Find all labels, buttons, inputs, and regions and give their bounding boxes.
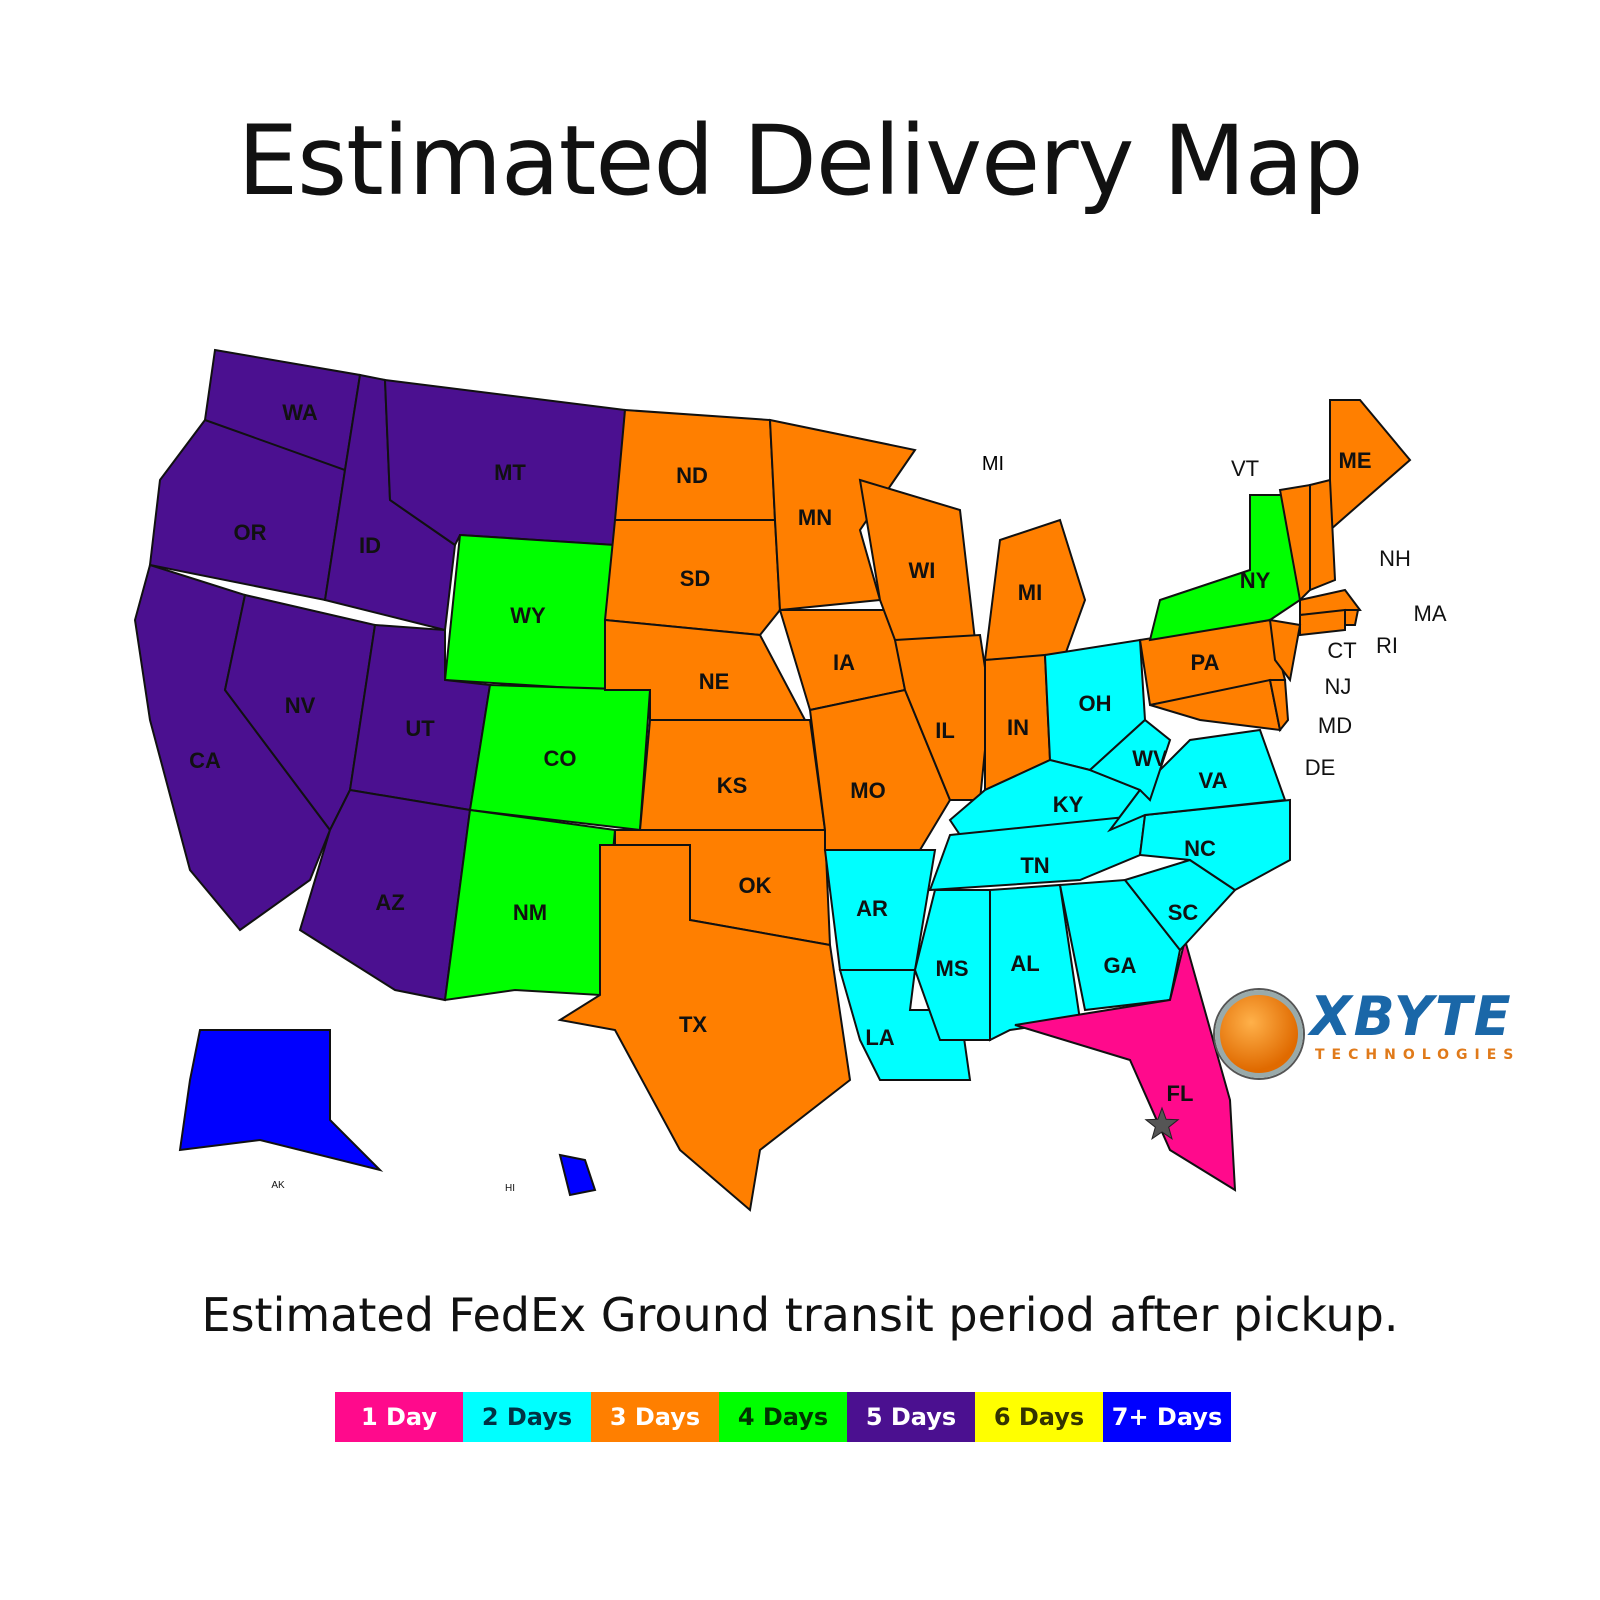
state-label-al: AL bbox=[1010, 951, 1039, 976]
state-mi bbox=[983, 518, 1087, 662]
state-de bbox=[1268, 679, 1290, 733]
state-label-ok: OK bbox=[739, 873, 772, 898]
logo-brand: XBYTE bbox=[1310, 985, 1513, 1048]
state-label-mi: MI bbox=[1018, 580, 1042, 605]
state-ms bbox=[913, 889, 991, 1041]
state-label-ia: IA bbox=[833, 650, 855, 675]
state-label-il: IL bbox=[935, 718, 955, 743]
state-label-in: IN bbox=[1007, 715, 1029, 740]
state-label-ct: CT bbox=[1327, 638, 1356, 663]
state-label-ne: NE bbox=[699, 669, 730, 694]
state-label-co: CO bbox=[544, 746, 577, 771]
state-label-id: ID bbox=[359, 533, 381, 558]
state-label-ut: UT bbox=[405, 716, 435, 741]
state-ny bbox=[1148, 494, 1302, 642]
state-label-ga: GA bbox=[1104, 953, 1137, 978]
state-label-nd: ND bbox=[676, 463, 708, 488]
xbyte-logo: XBYTE TECHNOLOGIES bbox=[1215, 985, 1555, 1078]
map-caption: Estimated FedEx Ground transit period af… bbox=[201, 1288, 1399, 1342]
legend-item-1: 1 Day bbox=[335, 1392, 463, 1442]
state-label-wv: WV bbox=[1132, 746, 1168, 771]
state-label-fl: FL bbox=[1167, 1081, 1194, 1106]
state-label-sd: SD bbox=[680, 566, 711, 591]
legend-item-6: 6 Days bbox=[975, 1392, 1103, 1442]
state-nm bbox=[443, 808, 617, 1002]
state-ct bbox=[1299, 608, 1346, 637]
state-label-or: OR bbox=[234, 520, 267, 545]
state-tx bbox=[557, 844, 852, 1212]
state-label-wa: WA bbox=[282, 400, 318, 425]
state-label-mt: MT bbox=[494, 460, 526, 485]
state-ak bbox=[178, 1029, 384, 1172]
star-icon bbox=[1144, 1106, 1180, 1140]
state-la bbox=[838, 969, 972, 1081]
state-label-hi: HI bbox=[505, 1183, 515, 1194]
state-label-nv: NV bbox=[285, 693, 316, 718]
state-label-nc: NC bbox=[1184, 836, 1216, 861]
legend-item-7: 7+ Days bbox=[1103, 1392, 1231, 1442]
state-label-ny: NY bbox=[1240, 568, 1271, 593]
state-label-va: VA bbox=[1199, 768, 1228, 793]
state-label-oh: OH bbox=[1079, 691, 1112, 716]
state-label-md: MD bbox=[1318, 713, 1352, 738]
legend: 1 Day 2 Days 3 Days 4 Days 5 Days 6 Days 7+ Da… bbox=[335, 1392, 1231, 1442]
state-label-la: LA bbox=[865, 1025, 894, 1050]
state-fl bbox=[1014, 936, 1237, 1192]
state-label-nh: NH bbox=[1379, 546, 1411, 571]
state-label-tn: TN bbox=[1020, 853, 1049, 878]
state-ma bbox=[1299, 588, 1362, 617]
state-label-de: DE bbox=[1305, 755, 1336, 780]
state-label-sc: SC bbox=[1168, 900, 1199, 925]
state-label-nm: NM bbox=[513, 900, 547, 925]
state-label-ar: AR bbox=[856, 896, 888, 921]
legend-item-4: 4 Days bbox=[719, 1392, 847, 1442]
state-label-mi-upper: MI bbox=[982, 453, 1004, 475]
state-label-pa: PA bbox=[1191, 650, 1220, 675]
legend-item-5: 5 Days bbox=[847, 1392, 975, 1442]
state-nj bbox=[1268, 618, 1302, 683]
state-label-me: ME bbox=[1339, 448, 1372, 473]
state-label-ks: KS bbox=[717, 773, 748, 798]
logo-globe-icon bbox=[1215, 990, 1303, 1078]
state-or bbox=[148, 418, 347, 602]
state-hi bbox=[558, 1153, 597, 1197]
state-label-ky: KY bbox=[1053, 792, 1084, 817]
state-label-ca: CA bbox=[189, 748, 221, 773]
state-tn bbox=[928, 813, 1147, 892]
state-label-nj: NJ bbox=[1325, 674, 1352, 699]
state-label-wy: WY bbox=[510, 603, 546, 628]
state-label-tx: TX bbox=[679, 1012, 707, 1037]
state-label-mn: MN bbox=[798, 505, 832, 530]
state-label-wi: WI bbox=[909, 558, 936, 583]
state-nh bbox=[1309, 478, 1337, 592]
legend-item-3: 3 Days bbox=[591, 1392, 719, 1442]
state-label-ri: RI bbox=[1376, 633, 1398, 658]
page-title: Estimated Delivery Map bbox=[237, 105, 1363, 217]
state-sd bbox=[603, 519, 782, 637]
state-label-ak: AK bbox=[271, 1180, 285, 1191]
state-label-ms: MS bbox=[936, 956, 969, 981]
state-label-ma: MA bbox=[1414, 601, 1447, 626]
state-label-az: AZ bbox=[375, 890, 404, 915]
state-wv bbox=[1088, 718, 1172, 802]
state-label-vt: VT bbox=[1231, 456, 1259, 481]
legend-item-2: 2 Days bbox=[463, 1392, 591, 1442]
state-label-mo: MO bbox=[850, 778, 885, 803]
state-ri bbox=[1344, 609, 1360, 626]
logo-tagline: TECHNOLOGIES bbox=[1315, 1047, 1521, 1063]
